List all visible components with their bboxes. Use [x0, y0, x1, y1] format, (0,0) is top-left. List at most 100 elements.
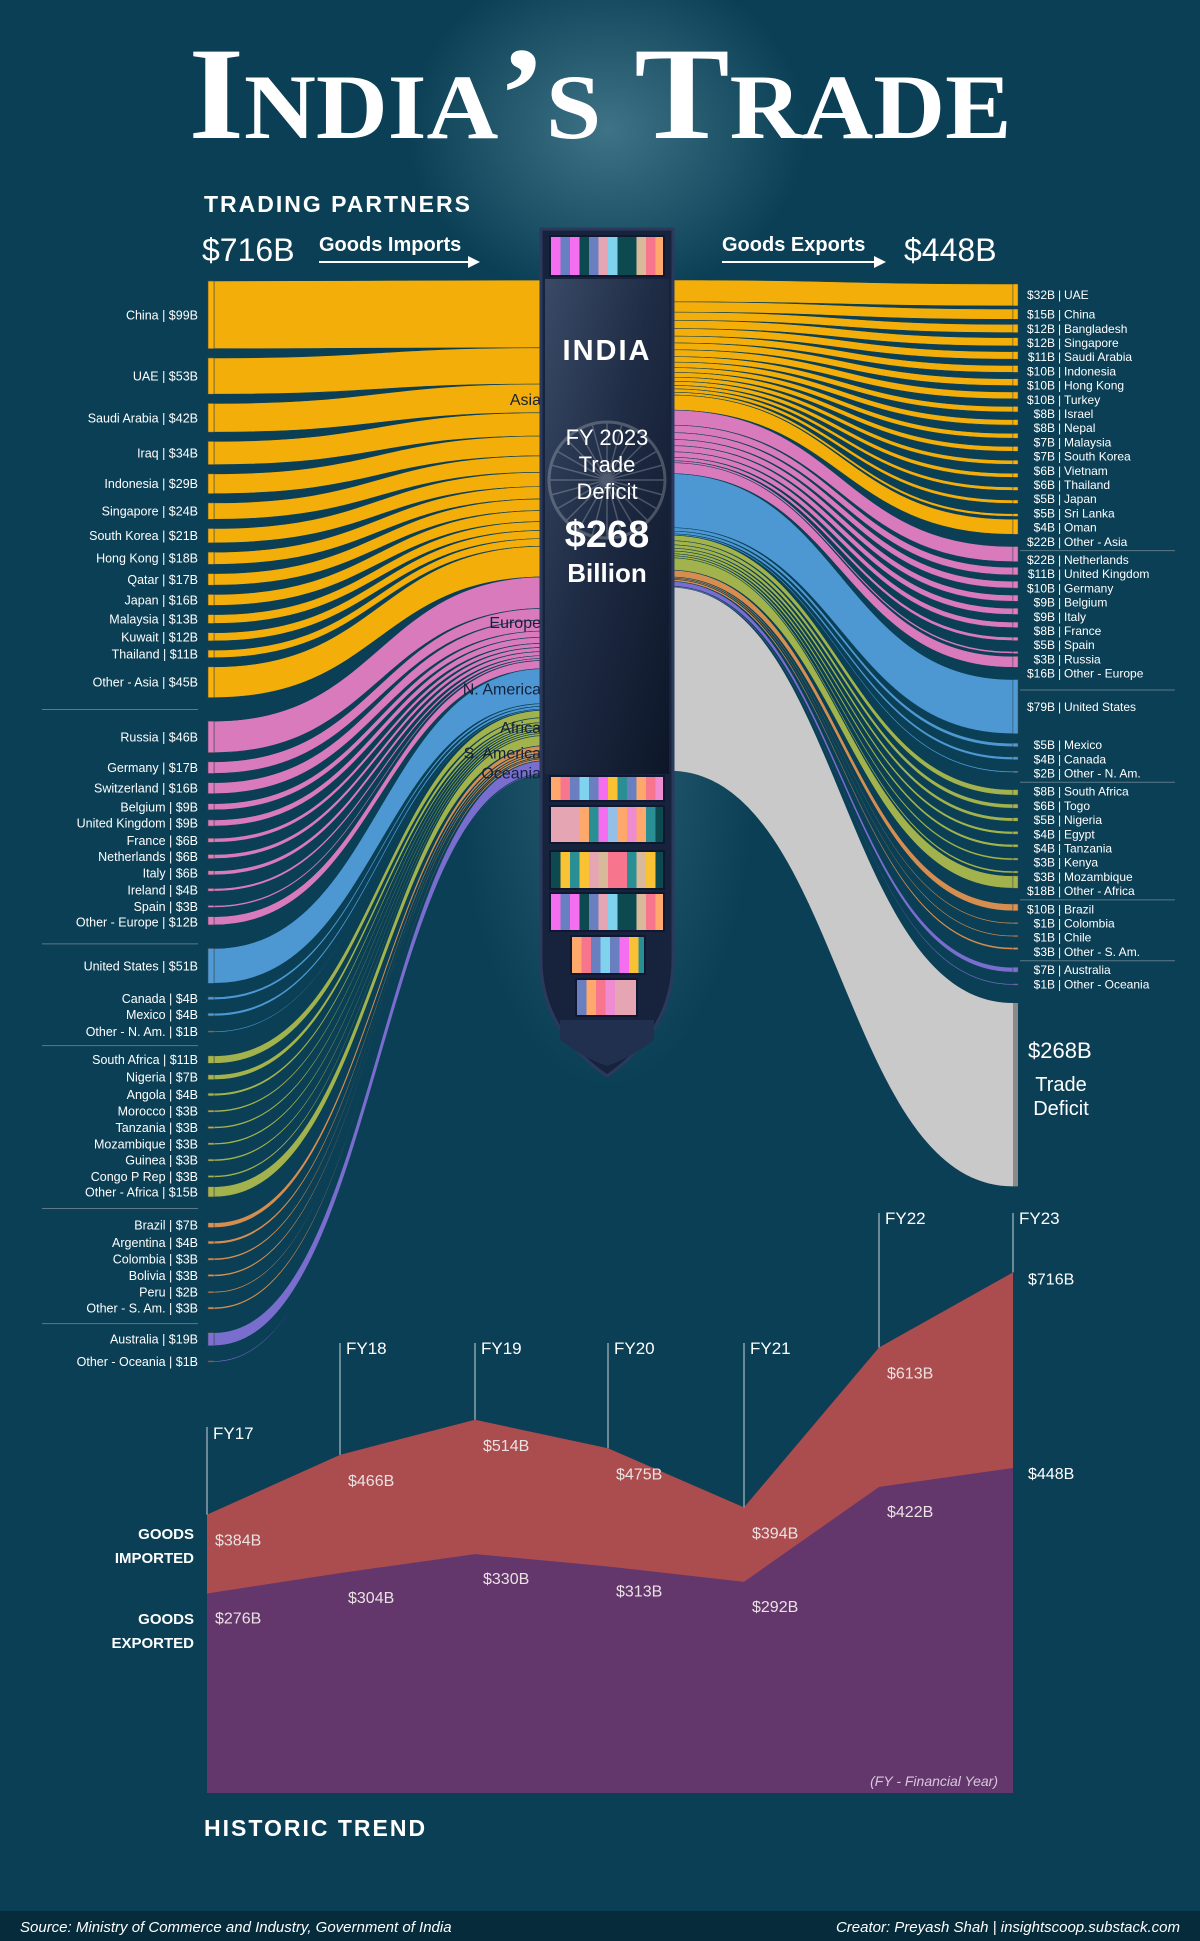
- export-node-bar: [1012, 580, 1019, 589]
- container: [608, 237, 618, 275]
- export-separator: |: [1058, 977, 1061, 991]
- import-node-bar: [207, 1175, 215, 1178]
- export-partner-label: Bangladesh: [1064, 322, 1127, 336]
- import-partner-label: Mexico | $4B: [126, 1008, 198, 1022]
- export-value-label: $5B: [1034, 738, 1055, 752]
- export-node-bar: [1012, 817, 1019, 822]
- export-value-label: $7B: [1034, 963, 1055, 977]
- export-partner-label: South Korea: [1064, 450, 1131, 464]
- chakra-spoke: [606, 479, 637, 531]
- chakra-spoke: [565, 438, 608, 481]
- export-separator: |: [1058, 652, 1061, 666]
- export-partner-label: UAE: [1064, 288, 1089, 302]
- export-node-bar: [1012, 446, 1019, 452]
- import-node-bar: [207, 1109, 215, 1113]
- export-partner-label: Mozambique: [1064, 870, 1133, 884]
- export-separator: |: [1058, 464, 1061, 478]
- ashoka-chakra-icon: [547, 420, 667, 540]
- historic-trend-title: HISTORIC TREND: [204, 1815, 427, 1841]
- export-separator: |: [1058, 884, 1061, 898]
- chakra-rim: [547, 420, 667, 540]
- export-value-label: $15B: [1027, 307, 1055, 321]
- import-node-bar: [207, 1306, 215, 1310]
- import-partner-label: Saudi Arabia | $42B: [88, 411, 198, 425]
- import-node-bar: [207, 1126, 215, 1129]
- import-partner-label: Other - Europe | $12B: [76, 915, 198, 929]
- import-node-bar: [207, 551, 215, 565]
- ship-panel: [545, 279, 669, 774]
- import-node-bar: [207, 1092, 215, 1097]
- export-node-bar: [1012, 378, 1019, 386]
- chakra-spoke: [606, 479, 623, 537]
- container: [570, 777, 580, 800]
- import-partner-label: Other - Africa | $15B: [85, 1185, 198, 1199]
- subtitle: TRADING PARTNERS: [204, 191, 472, 217]
- export-node-bar: [1012, 459, 1019, 465]
- export-partner-label: Spain: [1064, 638, 1095, 652]
- export-value-label: $6B: [1034, 478, 1055, 492]
- footer-bar: [0, 1911, 1200, 1941]
- export-separator: |: [1058, 535, 1061, 549]
- container: [600, 937, 610, 973]
- container: [636, 807, 646, 842]
- export-node-bar: [1012, 922, 1019, 924]
- export-separator: |: [1058, 667, 1061, 681]
- export-node-bar: [1012, 967, 1019, 973]
- container: [617, 237, 627, 275]
- container: [586, 980, 596, 1015]
- container: [617, 777, 627, 800]
- export-partner-label: Hong Kong: [1064, 379, 1124, 393]
- export-partner-label: Vietnam: [1064, 464, 1108, 478]
- chart-note: (FY - Financial Year): [870, 1773, 998, 1789]
- import-partner-label: Ireland | $4B: [127, 883, 198, 897]
- import-partner-label: Peru | $2B: [139, 1286, 198, 1300]
- container: [646, 894, 656, 930]
- import-node-bar: [207, 528, 215, 544]
- import-node-bar: [207, 1186, 215, 1198]
- container: [627, 807, 637, 842]
- export-value-label: $22B: [1027, 535, 1055, 549]
- import-partner-label: Canada | $4B: [122, 992, 198, 1006]
- export-node-bar: [1012, 473, 1019, 478]
- export-partner-label: Nigeria: [1064, 813, 1102, 827]
- export-value-label: $3B: [1034, 945, 1055, 959]
- right-arrow-icon: [319, 256, 480, 268]
- export-separator: |: [1058, 638, 1061, 652]
- export-value-label: $79B: [1027, 700, 1055, 714]
- imports-value-label: $394B: [752, 1525, 798, 1542]
- export-partner-label: South Africa: [1064, 785, 1129, 799]
- container: [655, 894, 663, 930]
- chakra-spoke: [556, 450, 608, 481]
- export-node-bar: [1012, 486, 1019, 491]
- export-value-label: $7B: [1034, 435, 1055, 449]
- export-value-label: $16B: [1027, 667, 1055, 681]
- import-node-bar: [207, 996, 215, 1000]
- chakra-spoke: [577, 479, 608, 531]
- container: [655, 237, 663, 275]
- container: [551, 237, 561, 275]
- export-node-bar: [1012, 803, 1019, 809]
- year-label: FY20: [614, 1339, 655, 1358]
- exports-title: Goods Exports: [722, 234, 865, 256]
- export-value-label: $12B: [1027, 336, 1055, 350]
- container: [655, 852, 663, 888]
- import-node-bar: [207, 854, 215, 859]
- import-node-bar: [207, 357, 215, 395]
- export-separator: |: [1058, 379, 1061, 393]
- export-value-label: $18B: [1027, 884, 1055, 898]
- right-arrow-icon: [722, 256, 886, 268]
- container: [572, 937, 582, 973]
- chakra-spoke: [606, 479, 649, 522]
- year-label: FY21: [750, 1339, 791, 1358]
- container: [608, 807, 618, 842]
- import-partner-label: Congo P Rep | $3B: [91, 1170, 198, 1184]
- import-node-bar: [207, 1030, 215, 1033]
- import-node-bar: [207, 803, 215, 811]
- imports-total: $716B: [202, 232, 295, 268]
- container: [579, 894, 589, 930]
- export-node-bar: [1012, 903, 1019, 912]
- export-separator: |: [1058, 336, 1061, 350]
- ship-line2: Trade: [579, 452, 636, 477]
- export-node-bar: [1012, 308, 1019, 320]
- export-partner-label: Singapore: [1064, 336, 1119, 350]
